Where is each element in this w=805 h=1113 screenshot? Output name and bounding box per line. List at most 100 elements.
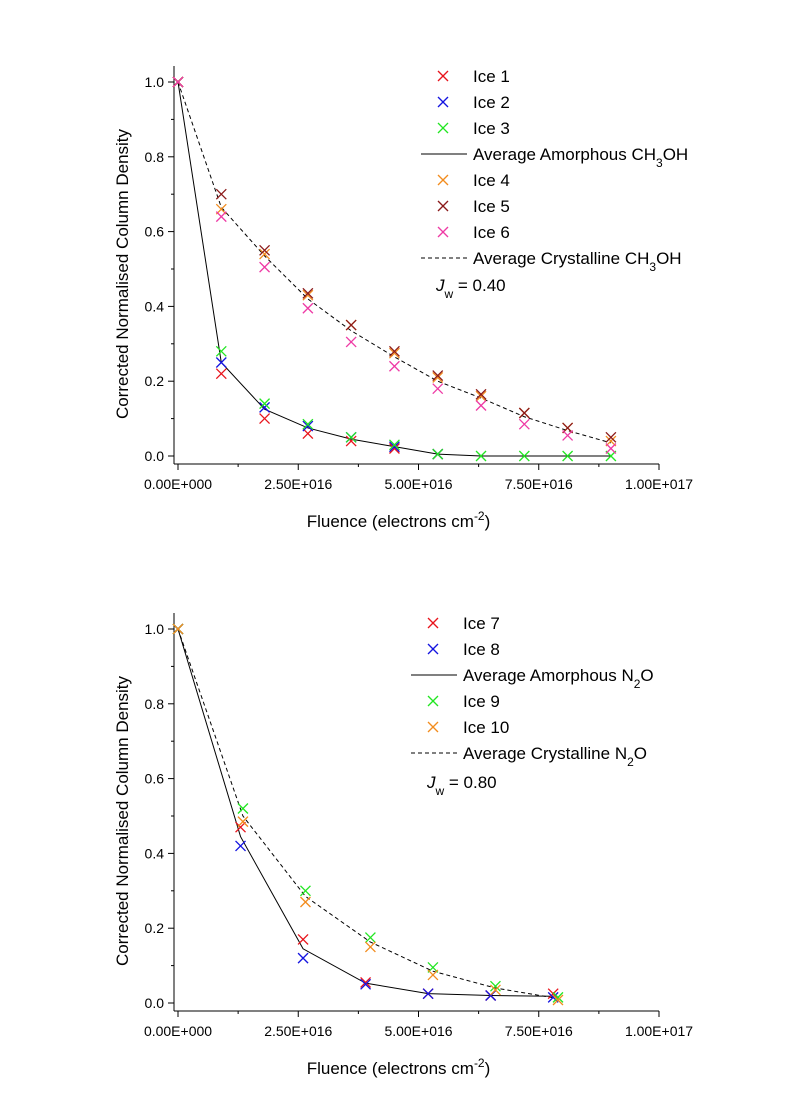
y-tick-label: 0.0 <box>145 448 165 464</box>
y-tick-label: 0.0 <box>145 995 165 1011</box>
data-point <box>475 388 487 400</box>
series-line-6 <box>177 628 559 1000</box>
data-point <box>259 261 271 273</box>
data-point <box>422 988 434 1000</box>
x-tick-label: 1.00E+017 <box>625 476 693 492</box>
data-point <box>297 933 309 945</box>
y-tick-label: 0.4 <box>145 845 165 861</box>
data-point <box>297 952 309 964</box>
data-point <box>432 372 444 383</box>
data-point <box>259 401 271 413</box>
legend-label: Average Amorphous N2O <box>463 666 654 691</box>
x-tick-label: 1.00E+017 <box>625 1023 693 1039</box>
data-point <box>235 840 246 852</box>
x-axis-title: Fluence (electrons cm-2) <box>307 1056 491 1078</box>
legend-label: Average Crystalline CH3OH <box>473 249 682 274</box>
data-point <box>547 988 559 1000</box>
data-point <box>345 336 357 348</box>
legend-marker <box>437 226 449 238</box>
legend-marker <box>427 721 439 733</box>
legend-item: Average Amorphous CH3OH <box>421 145 688 170</box>
data-point <box>302 420 314 432</box>
data-point <box>432 383 444 395</box>
data-point <box>259 248 271 260</box>
data-point <box>475 390 487 402</box>
data-point <box>388 441 400 453</box>
legend-item: Average Crystalline CH3OH <box>421 249 682 274</box>
data-point <box>552 994 564 1006</box>
x-tick-label: 0.00E+000 <box>144 476 212 492</box>
legend-item: Ice 9 <box>427 692 500 711</box>
legend-marker <box>437 70 449 82</box>
data-point <box>345 431 357 443</box>
y-tick-label: 1.0 <box>145 74 165 90</box>
data-point <box>215 211 227 223</box>
legend-label: Ice 3 <box>473 119 510 138</box>
x-tick-label: 7.50E+016 <box>505 1023 573 1039</box>
legend-item: Ice 5 <box>437 197 510 216</box>
legend-label: Ice 9 <box>463 692 500 711</box>
data-point <box>490 984 501 996</box>
y-axis-title: Corrected Normalised Column Density <box>113 675 132 966</box>
data-point <box>300 896 311 908</box>
series-line-8 <box>177 81 612 444</box>
data-point <box>360 978 372 990</box>
y-tick-label: 0.2 <box>145 920 165 936</box>
data-point <box>605 431 617 443</box>
data-point <box>345 435 357 447</box>
legend-marker <box>427 695 439 707</box>
data-point <box>388 347 400 359</box>
x-tick-label: 5.00E+016 <box>384 1023 452 1039</box>
data-point <box>360 976 372 988</box>
legend-item: Ice 10 <box>427 718 509 737</box>
legend-marker <box>427 643 439 655</box>
y-tick-label: 1.0 <box>145 621 165 637</box>
legend: Ice 1 Ice 2 Ice 3 Average Amorphous CH3OH Ic… <box>421 67 688 274</box>
plot-area <box>172 623 564 1006</box>
data-point <box>518 407 530 419</box>
data-point <box>259 244 271 256</box>
legend-item: Ice 3 <box>437 119 510 138</box>
chart-panel-1: 0.0 0.2 0.4 0.6 0.8 1.0 0.00E+000 2.50E+016 5.00… <box>113 66 693 531</box>
data-point <box>432 370 444 382</box>
data-point <box>388 360 400 372</box>
legend-item: Ice 2 <box>437 93 510 112</box>
legend-marker <box>437 174 449 186</box>
legend-marker <box>437 96 449 108</box>
legend-label: Ice 1 <box>473 67 510 86</box>
data-point <box>518 418 530 430</box>
legend-marker <box>437 122 449 134</box>
legend-item: Ice 1 <box>437 67 510 86</box>
data-point <box>388 443 400 454</box>
data-point <box>172 76 184 88</box>
legend-label: Average Crystalline N2O <box>463 744 647 769</box>
x-tick-label: 2.50E+016 <box>264 476 332 492</box>
y-tick-label: 0.4 <box>145 298 165 314</box>
legend-item: Ice 7 <box>427 614 500 633</box>
data-point <box>518 450 530 462</box>
data-point <box>237 803 249 814</box>
y-tick-label: 0.8 <box>145 149 165 165</box>
y-tick-label: 0.6 <box>145 771 165 787</box>
legend-label: Ice 6 <box>473 223 510 242</box>
legend-label: Ice 8 <box>463 640 500 659</box>
data-point <box>427 969 439 981</box>
data-point <box>364 941 376 953</box>
legend-label: Average Amorphous CH3OH <box>473 145 688 170</box>
legend-marker <box>437 200 449 212</box>
data-point <box>475 450 487 462</box>
y-tick-label: 0.2 <box>145 373 165 389</box>
data-point <box>215 188 227 200</box>
jw-annotation: Jw = 0.40 <box>435 276 506 301</box>
x-tick-label: 0.00E+000 <box>144 1023 212 1039</box>
data-point <box>237 816 249 828</box>
data-point <box>259 413 271 425</box>
legend-item: Ice 8 <box>427 640 500 659</box>
data-point <box>215 368 227 380</box>
x-tick-label: 5.00E+016 <box>384 476 452 492</box>
data-point <box>364 932 376 944</box>
x-tick-label: 2.50E+016 <box>264 1023 332 1039</box>
legend-label: Ice 5 <box>473 197 510 216</box>
data-point <box>475 400 487 411</box>
